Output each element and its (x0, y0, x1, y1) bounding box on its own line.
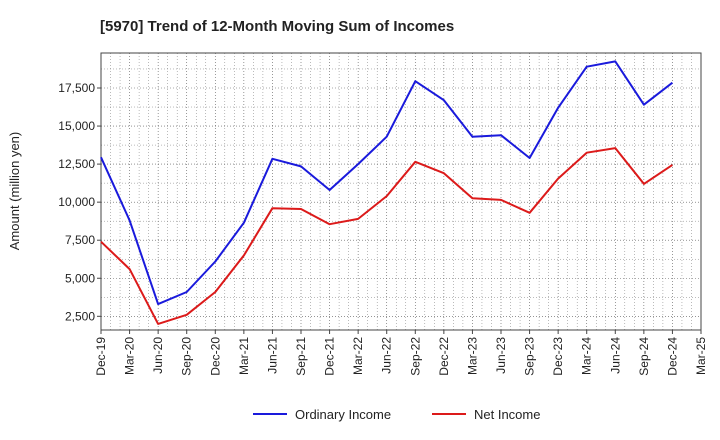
x-tick-label: Sep-21 (294, 337, 308, 376)
series-line-ordinary-income (100, 60, 674, 306)
plot-frame (100, 52, 702, 331)
legend-label-ordinary-income: Ordinary Income (295, 407, 391, 422)
x-tick-label: Jun-20 (151, 337, 165, 374)
grid-layer (100, 53, 702, 330)
x-tick-label: Mar-23 (465, 337, 479, 375)
y-tick-label: 17,500 (58, 81, 95, 95)
series-line-net-income (100, 147, 673, 325)
x-tick-label: Sep-23 (523, 337, 537, 376)
y-tick-label: 7,500 (65, 233, 95, 247)
y-tick-label: 2,500 (65, 309, 95, 323)
x-tick-label: Dec-21 (323, 337, 337, 376)
chart-title: [5970] Trend of 12-Month Moving Sum of I… (100, 18, 454, 35)
x-tick-label: Jun-24 (608, 337, 622, 374)
series-layer (100, 60, 674, 325)
y-axis: 2,500 5,000 7,500 10,000 12,500 15,000 17,500 (58, 81, 101, 323)
y-tick-label: 5,000 (65, 271, 95, 285)
x-tick-label: Sep-20 (180, 337, 194, 376)
x-tick-label: Dec-20 (208, 337, 222, 376)
x-tick-label: Mar-20 (123, 337, 137, 375)
y-tick-label: 10,000 (58, 195, 95, 209)
legend-label-net-income: Net Income (474, 407, 540, 422)
x-tick-label: Dec-19 (94, 337, 108, 376)
x-axis: Dec-19 Mar-20 Jun-20 Sep-20 Dec-20 Mar-21 Jun-… (94, 330, 708, 376)
x-tick-label: Mar-25 (694, 337, 708, 375)
x-tick-label: Dec-23 (551, 337, 565, 376)
x-tick-label: Mar-24 (580, 337, 594, 375)
y-tick-label: 12,500 (58, 157, 95, 171)
legend: Ordinary Income Net Income (253, 407, 540, 422)
x-tick-label: Jun-21 (265, 337, 279, 374)
y-tick-label: 15,000 (58, 119, 95, 133)
x-tick-label: Mar-21 (237, 337, 251, 375)
x-tick-label: Jun-22 (380, 337, 394, 374)
x-tick-label: Jun-23 (494, 337, 508, 374)
y-axis-label: Amount (million yen) (7, 132, 22, 251)
x-tick-label: Dec-24 (665, 337, 679, 376)
x-tick-label: Dec-22 (437, 337, 451, 376)
x-tick-label: Sep-24 (637, 337, 651, 376)
x-tick-label: Mar-22 (351, 337, 365, 375)
x-tick-label: Sep-22 (408, 337, 422, 376)
